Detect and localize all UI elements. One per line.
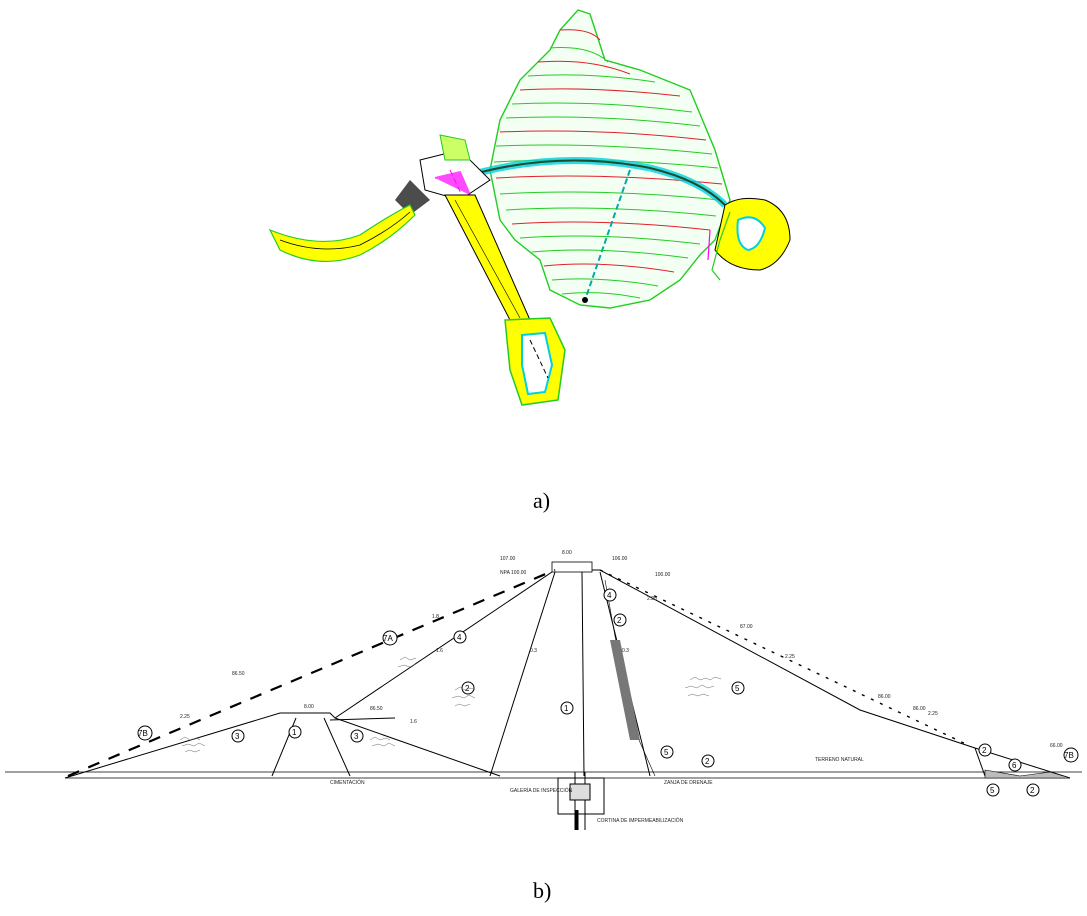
- embankment-outline: [64, 569, 1071, 779]
- dam-plan-view: [268, 9, 791, 406]
- svg-text:TERRENO NATURAL: TERRENO NATURAL: [815, 757, 864, 763]
- zone-markers: 1 3 3 2 1 4 4 2 5 5 2 2 6 5 2 7A 7B 7B: [137, 588, 1079, 797]
- section-line: [584, 169, 631, 301]
- svg-text:CIMENTACIÓN: CIMENTACIÓN: [330, 779, 365, 786]
- svg-text:7A: 7A: [383, 634, 393, 643]
- right-abutment: [707, 197, 791, 281]
- svg-text:3: 3: [235, 732, 240, 741]
- svg-text:4: 4: [607, 591, 612, 600]
- svg-text:2: 2: [1030, 786, 1035, 795]
- svg-text:7B: 7B: [138, 729, 148, 738]
- svg-text:1.6: 1.6: [436, 648, 443, 654]
- svg-text:4: 4: [457, 633, 462, 642]
- svg-text:5: 5: [664, 748, 669, 757]
- svg-text:0.3: 0.3: [622, 648, 629, 654]
- svg-text:6: 6: [1012, 761, 1017, 770]
- svg-text:2: 2: [617, 616, 622, 625]
- stilling-basin: [504, 317, 566, 406]
- svg-text:2.25: 2.25: [928, 711, 938, 717]
- svg-text:0.3: 0.3: [530, 648, 537, 654]
- svg-text:1: 1: [292, 728, 297, 737]
- svg-text:8.00: 8.00: [304, 704, 314, 710]
- svg-text:86.50: 86.50: [370, 706, 383, 712]
- svg-text:2.25: 2.25: [785, 654, 795, 660]
- svg-text:86.50: 86.50: [232, 671, 245, 677]
- svg-text:7B: 7B: [1064, 751, 1074, 760]
- svg-text:2.25: 2.25: [180, 714, 190, 720]
- svg-text:100.00: 100.00: [655, 572, 671, 578]
- svg-text:1.6: 1.6: [410, 719, 417, 725]
- spillway: [395, 134, 531, 321]
- dimension-labels: 107.00 8.00 106.00 NPA 100.00 100.00 86.…: [180, 550, 1063, 824]
- svg-text:8.00: 8.00: [562, 550, 572, 556]
- svg-text:1: 1: [564, 704, 569, 713]
- svg-text:NPA 100.00: NPA 100.00: [500, 570, 527, 576]
- svg-text:86.00: 86.00: [913, 706, 926, 712]
- svg-text:106.00: 106.00: [612, 556, 628, 562]
- svg-text:66.00: 66.00: [1050, 743, 1063, 749]
- svg-text:2.25: 2.25: [647, 596, 657, 602]
- svg-text:CORTINA DE IMPERMEABILIZACIÓN: CORTINA DE IMPERMEABILIZACIÓN: [597, 817, 684, 824]
- svg-text:3: 3: [354, 732, 359, 741]
- svg-text:87.00: 87.00: [740, 624, 753, 630]
- svg-text:5: 5: [735, 684, 740, 693]
- svg-text:2: 2: [982, 746, 987, 755]
- svg-text:ZANJA DE DRENAJE: ZANJA DE DRENAJE: [664, 780, 713, 786]
- rockfill-texture: [179, 656, 722, 753]
- dam-cross-section: 1 3 3 2 1 4 4 2 5 5 2 2 6 5 2 7A 7B 7B 1…: [5, 550, 1082, 830]
- svg-text:GALERÍA DE INSPECCIÓN: GALERÍA DE INSPECCIÓN: [510, 787, 573, 794]
- svg-text:5: 5: [990, 786, 995, 795]
- caption-a: a): [533, 488, 551, 513]
- svg-text:2: 2: [465, 684, 470, 693]
- svg-text:2: 2: [705, 757, 710, 766]
- caption-b: b): [533, 878, 552, 903]
- svg-text:86.00: 86.00: [878, 694, 891, 700]
- inspection-gallery: [557, 772, 605, 830]
- svg-text:107.00: 107.00: [500, 556, 516, 562]
- left-approach: [268, 204, 416, 262]
- svg-text:1.8: 1.8: [432, 614, 439, 620]
